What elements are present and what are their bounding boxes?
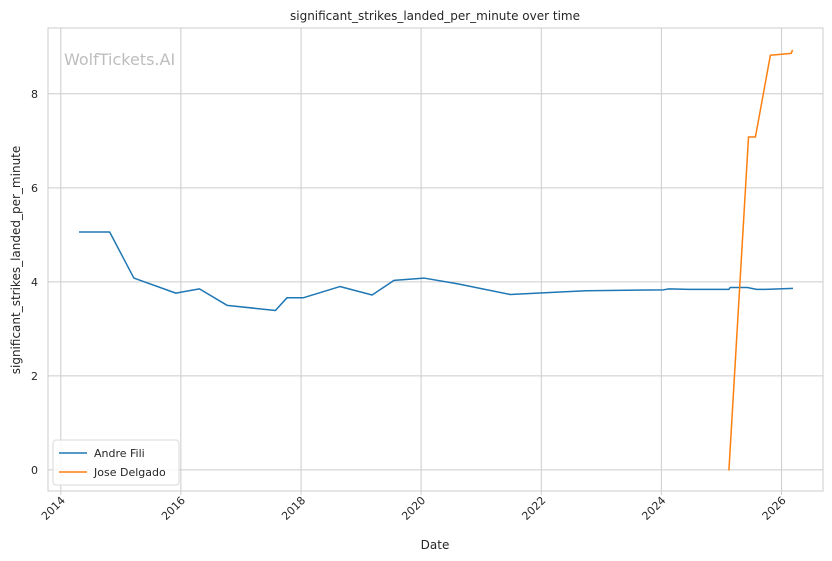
x-axis-title: Date: [421, 538, 450, 552]
legend-label-andre-fili: Andre Fili: [94, 447, 145, 460]
y-tick-label: 2: [31, 370, 38, 383]
series-line-andre-fili: [78, 231, 794, 312]
y-tick-label: 6: [31, 182, 38, 195]
grid-lines: [48, 28, 823, 491]
legend-label-jose-delgado: Jose Delgado: [93, 466, 166, 479]
x-tick-label: 2026: [760, 494, 789, 523]
x-tick-label: 2016: [159, 494, 188, 523]
x-axis-ticks: 2014 2016 2018 2020 2022 2024 2026: [39, 491, 789, 523]
y-tick-label: 0: [31, 464, 38, 477]
series-lines: [78, 49, 794, 471]
legend: Andre Fili Jose Delgado: [52, 439, 180, 486]
x-tick-label: 2024: [639, 494, 668, 523]
plot-area: [47, 27, 824, 492]
x-tick-label: 2020: [399, 494, 428, 523]
chart-title: significant_strikes_landed_per_minute ov…: [290, 9, 580, 23]
y-tick-label: 4: [31, 276, 38, 289]
y-tick-label: 8: [31, 88, 38, 101]
y-axis-ticks: 0 2 4 6 8: [31, 88, 38, 477]
series-line-jose-delgado: [728, 49, 794, 471]
y-axis-title: significant_strikes_landed_per_minute: [9, 146, 23, 375]
x-tick-label: 2018: [279, 494, 308, 523]
x-tick-label: 2014: [39, 494, 68, 523]
legend-box: [52, 439, 180, 486]
x-tick-label: 2022: [519, 494, 548, 523]
watermark-text: WolfTickets.AI: [64, 50, 175, 69]
